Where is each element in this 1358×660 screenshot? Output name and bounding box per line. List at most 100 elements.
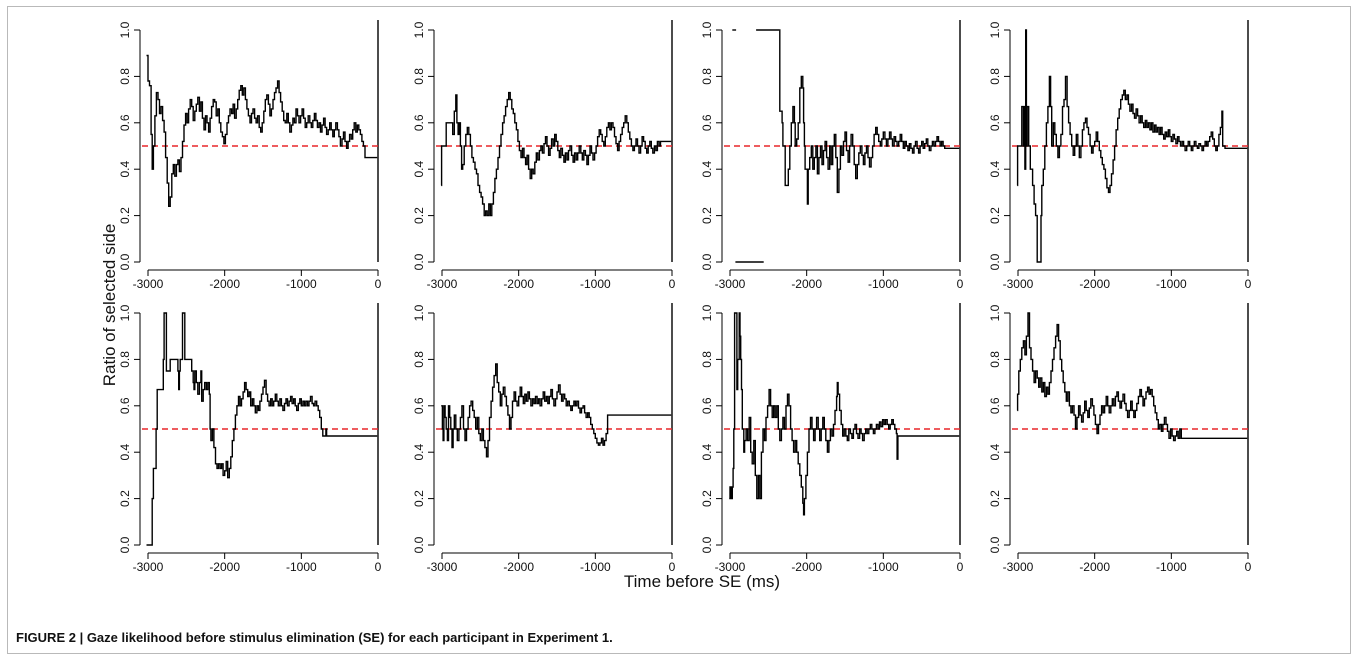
x-tick-label: -2000	[503, 560, 534, 574]
panel-3: 0.0 0.2 0.4 0.6 0.8 1.0 -3000 -2000 -1000 0	[700, 20, 964, 291]
gaze-ratio-trace	[441, 363, 672, 458]
x-tick-label: -3000	[1003, 560, 1034, 574]
y-tick-label: 0.2	[700, 207, 714, 224]
y-tick-label: 0.8	[412, 351, 426, 368]
y-tick-label: 0.4	[412, 161, 426, 178]
panel-1: 0.0 0.2 0.4 0.6 0.8 1.0 -3000 -2000 -1000 0	[118, 20, 382, 291]
y-tick-label: 0.0	[412, 253, 426, 270]
y-tick-label: 0.2	[412, 207, 426, 224]
y-tick-label: 0.8	[118, 351, 132, 368]
x-tick-label: -2000	[503, 277, 534, 291]
y-tick-label: 0.4	[118, 444, 132, 461]
gaze-ratio-trace	[146, 54, 378, 207]
y-tick-label: 0.2	[412, 490, 426, 507]
y-tick-label: 0.8	[700, 351, 714, 368]
x-tick-label: -3000	[715, 277, 746, 291]
y-tick-label: 0.6	[988, 397, 1002, 414]
y-tick-label: 1.0	[118, 21, 132, 38]
x-tick-label: -2000	[791, 560, 822, 574]
y-tick-label: 0.0	[700, 253, 714, 270]
gaze-ratio-trace	[146, 312, 378, 546]
y-tick-label: 1.0	[118, 304, 132, 321]
y-tick-label: 0.4	[988, 161, 1002, 178]
y-tick-label: 1.0	[700, 304, 714, 321]
figure-caption: FIGURE 2 | Gaze likelihood before stimul…	[16, 630, 613, 645]
y-tick-label: 0.2	[988, 490, 1002, 507]
y-tick-label: 0.4	[118, 161, 132, 178]
y-tick-label: 0.4	[700, 161, 714, 178]
y-tick-label: 1.0	[700, 21, 714, 38]
panel-2: 0.0 0.2 0.4 0.6 0.8 1.0 -3000 -2000 -1000 0	[412, 20, 676, 291]
gaze-ratio-trace	[1016, 312, 1248, 442]
gaze-ratio-trace	[729, 312, 960, 516]
x-tick-label: -2000	[791, 277, 822, 291]
x-axis-label: Time before SE (ms)	[624, 572, 780, 591]
y-tick-label: 0.2	[700, 490, 714, 507]
x-tick-label: 0	[669, 560, 676, 574]
y-tick-label: 0.6	[118, 114, 132, 131]
x-tick-label: -3000	[427, 560, 458, 574]
panel-4: 0.0 0.2 0.4 0.6 0.8 1.0 -3000 -2000 -1000 0	[988, 20, 1252, 291]
y-tick-label: 0.0	[988, 253, 1002, 270]
x-tick-label: 0	[957, 560, 964, 574]
y-tick-label: 0.6	[700, 397, 714, 414]
x-tick-label: -1000	[1156, 560, 1187, 574]
figure-caption-text: FIGURE 2 | Gaze likelihood before stimul…	[16, 630, 613, 645]
x-tick-label: -3000	[715, 560, 746, 574]
y-tick-label: 0.4	[700, 444, 714, 461]
x-tick-label: 0	[1245, 560, 1252, 574]
y-tick-label: 0.8	[118, 68, 132, 85]
x-tick-label: -3000	[133, 560, 164, 574]
y-tick-label: 0.8	[412, 68, 426, 85]
x-tick-label: -1000	[1156, 277, 1187, 291]
y-tick-label: 0.0	[988, 536, 1002, 553]
y-tick-label: 1.0	[988, 21, 1002, 38]
x-tick-label: -2000	[209, 277, 240, 291]
y-tick-label: 1.0	[988, 304, 1002, 321]
x-tick-label: -1000	[286, 560, 317, 574]
x-tick-label: -1000	[868, 560, 899, 574]
panel-5: 0.0 0.2 0.4 0.6 0.8 1.0 -3000 -2000 -1000 0	[118, 303, 382, 574]
x-tick-label: 0	[375, 560, 382, 574]
x-tick-label: -2000	[209, 560, 240, 574]
panel-7: 0.0 0.2 0.4 0.6 0.8 1.0 -3000 -2000 -1000 0	[700, 303, 964, 574]
x-tick-label: 0	[375, 277, 382, 291]
y-tick-label: 0.6	[988, 114, 1002, 131]
y-tick-label: 0.8	[988, 68, 1002, 85]
y-tick-label: 0.0	[118, 253, 132, 270]
y-tick-label: 0.0	[412, 536, 426, 553]
y-tick-label: 0.6	[700, 114, 714, 131]
y-tick-label: 1.0	[412, 21, 426, 38]
y-tick-label: 0.8	[988, 351, 1002, 368]
y-tick-label: 0.6	[412, 114, 426, 131]
y-tick-label: 1.0	[412, 304, 426, 321]
y-tick-label: 0.0	[118, 536, 132, 553]
panel-6: 0.0 0.2 0.4 0.6 0.8 1.0 -3000 -2000 -1000 0	[412, 303, 676, 574]
gaze-ratio-trace	[1016, 29, 1248, 263]
panel-8: 0.0 0.2 0.4 0.6 0.8 1.0 -3000 -2000 -1000 0	[988, 303, 1252, 574]
x-tick-label: -1000	[580, 277, 611, 291]
x-tick-label: 0	[1245, 277, 1252, 291]
y-tick-label: 0.4	[988, 444, 1002, 461]
gaze-ratio-trace	[779, 29, 960, 205]
x-tick-label: 0	[957, 277, 964, 291]
x-tick-label: -1000	[580, 560, 611, 574]
panel-grid: 0.00.20.40.60.81.0-3000 -2000 -1000 00.00.2…	[118, 20, 1252, 574]
y-tick-label: 0.0	[700, 536, 714, 553]
x-tick-label: -3000	[133, 277, 164, 291]
x-tick-label: -3000	[427, 277, 458, 291]
y-tick-label: 0.2	[118, 490, 132, 507]
gaze-ratio-trace	[440, 91, 672, 217]
y-tick-label: 0.8	[700, 68, 714, 85]
x-tick-label: -1000	[286, 277, 317, 291]
y-tick-label: 0.6	[118, 397, 132, 414]
x-tick-label: -1000	[868, 277, 899, 291]
x-tick-label: -2000	[1079, 560, 1110, 574]
y-tick-label: 0.2	[118, 207, 132, 224]
y-tick-label: 0.4	[412, 444, 426, 461]
y-axis-label: Ratio of selected side	[100, 224, 119, 387]
y-tick-label: 0.2	[988, 207, 1002, 224]
x-tick-label: -2000	[1079, 277, 1110, 291]
y-tick-label: 0.6	[412, 397, 426, 414]
